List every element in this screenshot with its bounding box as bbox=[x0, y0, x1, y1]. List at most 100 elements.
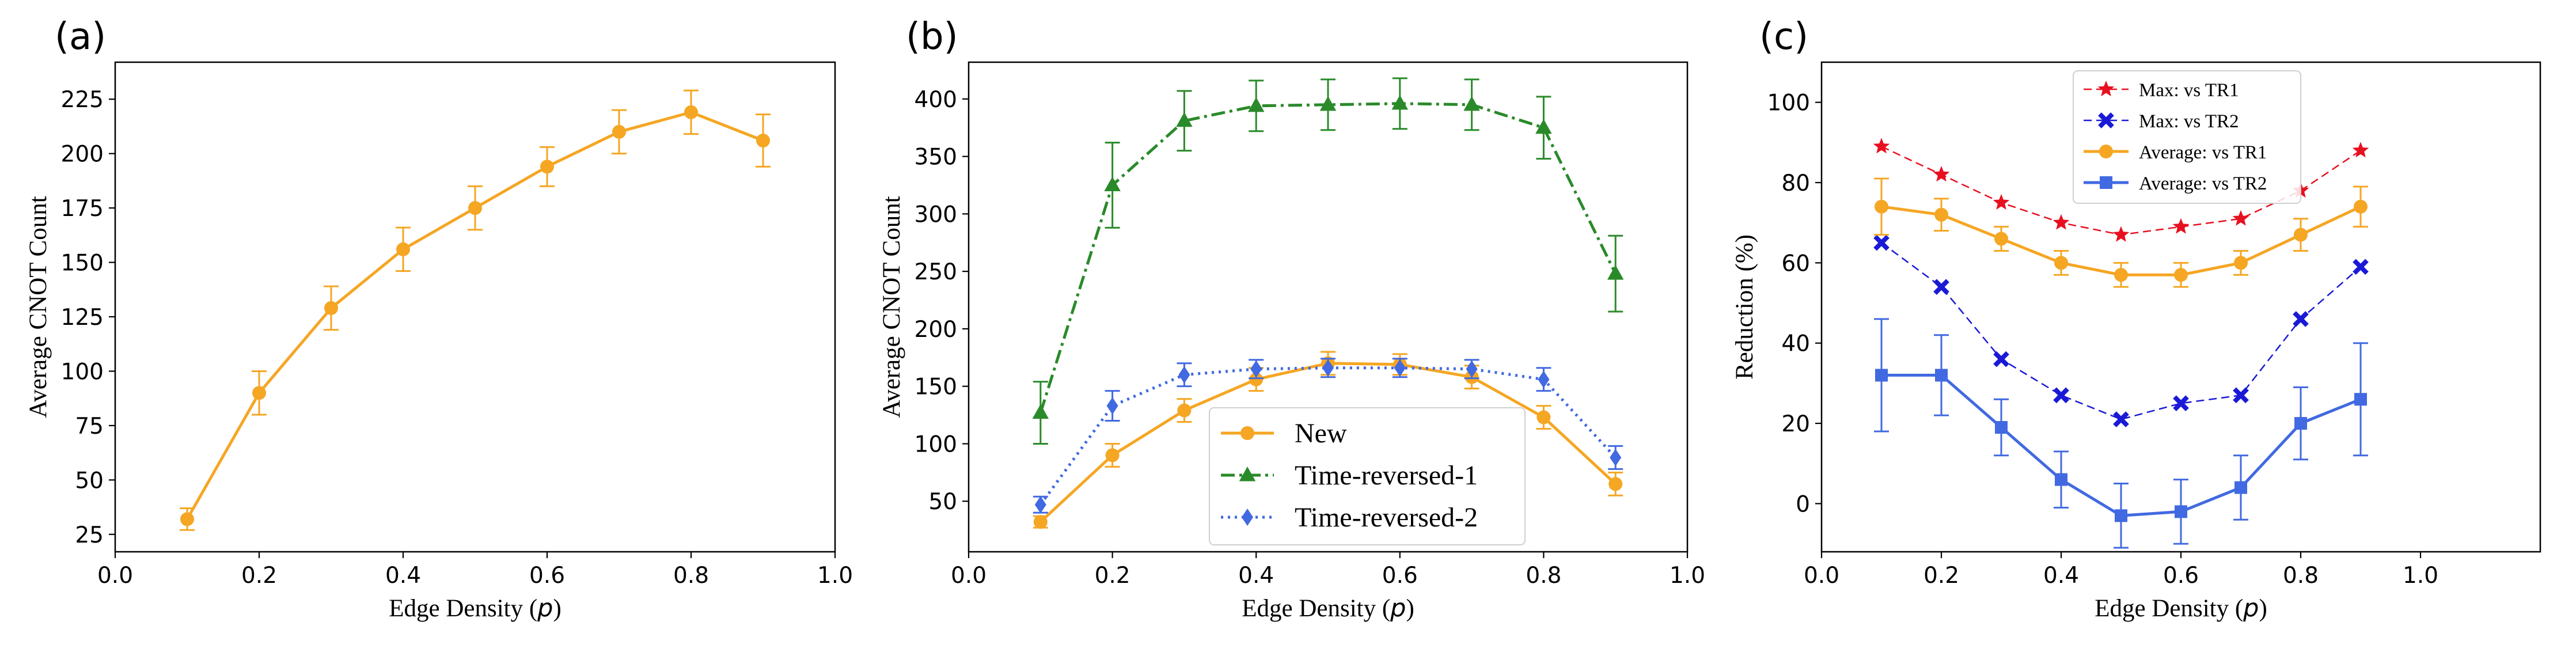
data-point bbox=[756, 134, 770, 147]
panel-b: (b) 0.0 0.2 0.4 0.6 0.8 1.0 50 100 150 200 250 300 35… bbox=[878, 16, 1705, 623]
data-point bbox=[2234, 256, 2248, 270]
data-point bbox=[396, 242, 410, 256]
legend-box bbox=[1209, 407, 1526, 545]
x-tick-label: 0.2 bbox=[241, 563, 277, 589]
series-time-reversed-1 bbox=[1032, 77, 1624, 445]
data-point bbox=[1993, 351, 2009, 367]
data-point bbox=[324, 301, 338, 315]
data-point bbox=[1607, 265, 1624, 280]
data-point bbox=[2113, 411, 2129, 427]
data-point bbox=[252, 386, 266, 400]
data-point bbox=[2233, 387, 2249, 404]
data-point bbox=[2352, 142, 2369, 158]
y-tick-label: 400 bbox=[915, 87, 957, 113]
data-point bbox=[1875, 199, 1888, 214]
y-tick-label: 150 bbox=[61, 251, 104, 276]
data-point bbox=[2053, 214, 2070, 230]
data-point bbox=[1993, 194, 2010, 210]
x-marker-stroke bbox=[1873, 234, 1890, 251]
data-point bbox=[1106, 397, 1118, 415]
y-tick-label: 20 bbox=[1781, 411, 1810, 437]
data-point bbox=[2115, 509, 2127, 522]
panel-label: (c) bbox=[1759, 16, 1808, 58]
data-point bbox=[1391, 94, 1409, 110]
x-marker-stroke bbox=[1933, 279, 1949, 295]
series-line bbox=[1881, 242, 2361, 420]
data-point bbox=[1535, 119, 1552, 134]
x-tick-label: 0.0 bbox=[951, 563, 987, 589]
y-axis-label: Reduction (%) bbox=[1731, 234, 1758, 380]
data-point bbox=[1105, 448, 1120, 463]
y-tick-label: 300 bbox=[915, 202, 957, 228]
y-tick-label: 100 bbox=[1767, 90, 1810, 116]
data-point bbox=[1933, 166, 1950, 182]
series-average-vs-tr2 bbox=[1874, 318, 2368, 549]
legend-label: Average: vs TR1 bbox=[2139, 142, 2267, 163]
x-axis-label: Edge Density (p) bbox=[1242, 594, 1414, 623]
axes-frame bbox=[968, 61, 1689, 553]
y-tick-label: 60 bbox=[1781, 251, 1810, 276]
panel-c: (c) 0.0 0.2 0.4 0.6 0.8 1.0 0 20 40 60 80 100 Edge De… bbox=[1731, 16, 2541, 623]
data-point bbox=[2174, 268, 2188, 282]
data-point bbox=[2053, 387, 2069, 404]
x-tick-label: 0.2 bbox=[1095, 563, 1130, 589]
x-tick-label: 0.4 bbox=[385, 563, 421, 589]
data-point bbox=[1935, 369, 1948, 382]
x-tick-label: 1.0 bbox=[817, 563, 853, 589]
x-tick-label: 0.8 bbox=[1526, 563, 1561, 589]
y-axis-label: Average CNOT Count bbox=[25, 196, 52, 418]
data-point bbox=[1995, 421, 2008, 434]
legend-label: Max: vs TR2 bbox=[2139, 111, 2239, 132]
x-tick-label: 0.8 bbox=[2283, 563, 2319, 589]
x-tick-label: 0.0 bbox=[97, 563, 133, 589]
legend-label: Max: vs TR1 bbox=[2139, 80, 2239, 101]
x-marker-stroke bbox=[2293, 311, 2309, 327]
data-point bbox=[2173, 395, 2189, 412]
data-point bbox=[1537, 410, 1551, 424]
x-marker-stroke bbox=[2173, 395, 2189, 412]
y-tick-label: 100 bbox=[61, 359, 104, 385]
y-tick-label: 200 bbox=[915, 317, 957, 343]
data-point bbox=[2054, 256, 2068, 270]
data-point bbox=[1994, 232, 2008, 246]
data-point bbox=[1104, 176, 1121, 191]
data-point bbox=[684, 105, 698, 119]
x-marker-stroke bbox=[1993, 351, 2009, 367]
y-tick-label: 150 bbox=[915, 374, 957, 400]
panel-a: (a) 0.0 0.2 0.4 0.6 0.8 1.0 25 50 75 100 125 150 175 2… bbox=[25, 16, 853, 623]
y-tick-label: 25 bbox=[75, 522, 104, 548]
data-point bbox=[2112, 226, 2130, 242]
x-marker-stroke bbox=[2353, 259, 2369, 275]
x-marker-stroke bbox=[2053, 387, 2069, 404]
x-axis-label: Edge Density (p) bbox=[389, 594, 562, 623]
data-point bbox=[1934, 207, 1948, 222]
y-tick-label: 40 bbox=[1781, 331, 1810, 357]
data-point bbox=[1608, 477, 1623, 491]
series-max-vs-tr2 bbox=[1873, 234, 2369, 427]
legend-marker bbox=[2098, 112, 2114, 128]
data-point bbox=[1394, 359, 1406, 377]
data-point bbox=[2114, 268, 2128, 282]
y-tick-label: 0 bbox=[1796, 491, 1810, 517]
data-point bbox=[1873, 234, 1890, 251]
legend-marker bbox=[1242, 509, 1253, 526]
data-point bbox=[2175, 505, 2187, 518]
x-marker-stroke bbox=[2098, 112, 2114, 128]
y-tick-label: 250 bbox=[915, 259, 957, 285]
data-point bbox=[1033, 515, 1048, 529]
data-point bbox=[1177, 403, 1192, 418]
legend-box bbox=[2073, 70, 2301, 204]
legend-marker bbox=[1239, 467, 1256, 482]
y-axis-label: Average CNOT Count bbox=[878, 196, 905, 418]
x-tick-label: 0.2 bbox=[1924, 563, 1959, 589]
data-point bbox=[2055, 473, 2067, 486]
data-point bbox=[2294, 228, 2308, 242]
x-tick-label: 0.6 bbox=[2163, 563, 2199, 589]
data-point bbox=[1322, 359, 1334, 377]
x-tick-label: 0.4 bbox=[1238, 563, 1274, 589]
legend-label: Time-reversed-2 bbox=[1295, 502, 1478, 533]
data-point bbox=[1176, 112, 1193, 127]
series-line bbox=[185, 111, 764, 520]
data-point bbox=[180, 512, 194, 526]
x-axis-label: Edge Density (p) bbox=[2095, 594, 2267, 623]
